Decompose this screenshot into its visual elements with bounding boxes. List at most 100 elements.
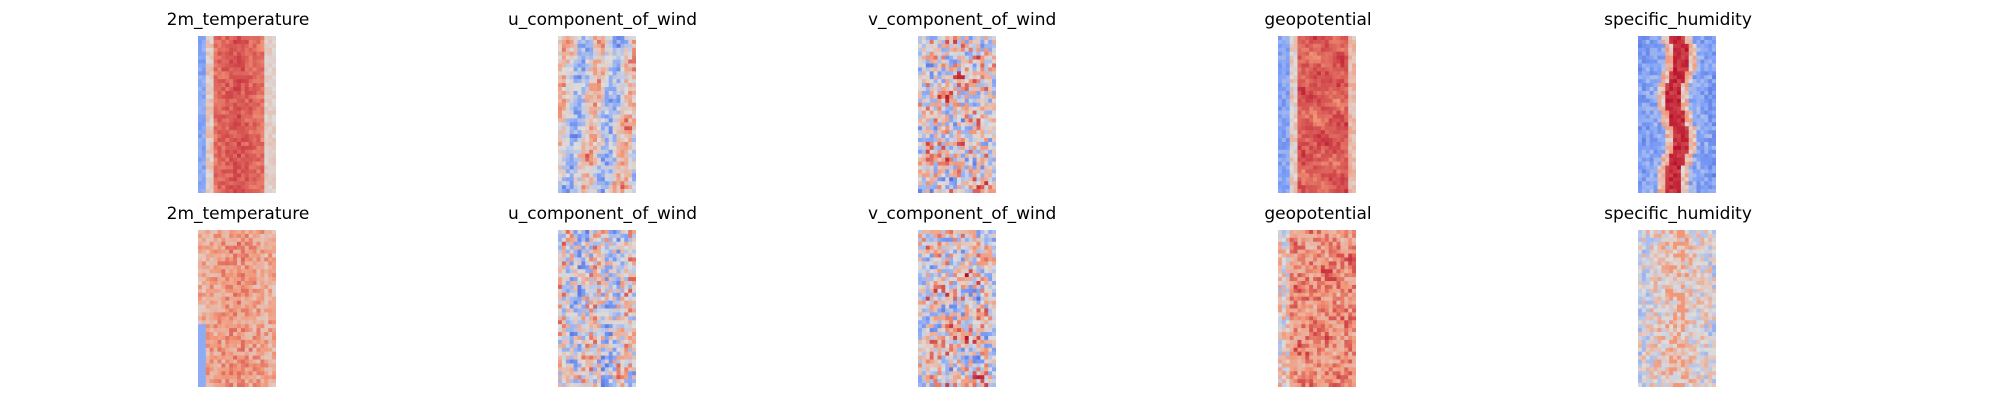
heatmap-cell <box>581 153 586 158</box>
heatmap-cell <box>1297 189 1302 193</box>
heatmap-cell <box>616 126 621 131</box>
heatmap-cell <box>1645 79 1650 84</box>
heatmap-cell <box>1645 102 1650 107</box>
heatmap-cell <box>632 181 636 186</box>
heatmap-cell <box>1677 118 1682 123</box>
heatmap-cell <box>221 249 226 254</box>
heatmap-cell <box>1328 39 1333 45</box>
heatmap-cell <box>597 230 602 235</box>
heatmap-cell <box>1704 161 1709 166</box>
heatmap-cell <box>205 79 210 84</box>
heatmap-cell <box>1305 130 1310 135</box>
heatmap-cell <box>1661 110 1666 115</box>
heatmap-cell <box>968 145 973 151</box>
heatmap-cell <box>616 106 621 111</box>
heatmap-cell <box>921 173 927 178</box>
heatmap-cell <box>1336 118 1341 123</box>
heatmap-cell <box>225 233 230 239</box>
heatmap-cell <box>1692 94 1697 100</box>
heatmap-cell <box>240 94 246 100</box>
heatmap-cell <box>620 138 625 143</box>
heatmap-cell <box>964 75 969 80</box>
heatmap-cell <box>561 59 567 64</box>
heatmap-cell <box>968 118 973 123</box>
heatmap-cell <box>237 320 242 325</box>
heatmap-cell <box>217 265 222 270</box>
heatmap-cell <box>1645 161 1650 166</box>
heatmap-cell <box>1641 126 1647 131</box>
heatmap-cell <box>264 79 269 84</box>
heatmap-cell <box>272 83 276 88</box>
heatmap-cell <box>272 161 276 166</box>
heatmap-cell <box>1324 94 1329 100</box>
heatmap-cell <box>984 71 989 76</box>
heatmap-cell <box>1665 67 1670 72</box>
heatmap-cell <box>198 320 203 325</box>
heatmap-cell <box>1708 165 1713 170</box>
heatmap-cell <box>264 165 269 170</box>
heatmap-cell <box>272 145 276 151</box>
heatmap-cell <box>1638 67 1643 72</box>
heatmap-cell <box>1661 173 1666 178</box>
heatmap-cell <box>628 110 633 115</box>
heatmap-cell <box>1673 165 1678 170</box>
heatmap-cell <box>264 110 269 115</box>
heatmap-cell <box>268 75 273 80</box>
heatmap-cell <box>960 43 966 49</box>
heatmap-cell <box>1332 141 1337 147</box>
heatmap-cell <box>918 149 923 155</box>
heatmap-cell <box>1692 138 1697 143</box>
heatmap-cell <box>244 87 249 92</box>
heatmap-cell <box>221 63 226 68</box>
heatmap-cell <box>198 106 203 111</box>
heatmap-cell <box>585 98 590 104</box>
heatmap-cell <box>1301 177 1306 182</box>
heatmap-cell <box>198 51 203 56</box>
heatmap-u-wind-bottom <box>558 230 636 387</box>
heatmap-cell <box>616 241 621 246</box>
heatmap-cell <box>976 79 981 84</box>
heatmap-cell <box>1317 110 1322 115</box>
heatmap-cell <box>1665 126 1670 131</box>
heatmap-cell <box>1641 51 1647 56</box>
heatmap-cell <box>213 292 218 298</box>
heatmap-cell <box>569 39 574 45</box>
heatmap-cell <box>992 173 996 178</box>
heatmap-cell <box>585 67 590 72</box>
heatmap-cell <box>573 55 578 60</box>
heatmap-cell <box>1700 59 1705 64</box>
heatmap-cell <box>1649 110 1654 115</box>
heatmap-cell <box>968 165 973 170</box>
heatmap-cell <box>260 106 265 111</box>
heatmap-cell <box>256 94 261 100</box>
heatmap-cell <box>264 328 269 333</box>
heatmap-cell <box>233 106 238 111</box>
heatmap-cell <box>268 237 273 243</box>
heatmap-cell <box>972 94 977 100</box>
heatmap-cell <box>221 324 226 329</box>
heatmap-cell <box>1340 149 1345 155</box>
heatmap-cell <box>953 177 958 182</box>
heatmap-cell <box>201 312 207 317</box>
heatmap-cell <box>608 43 613 49</box>
heatmap-cell <box>268 245 273 250</box>
heatmap-cell <box>628 145 633 151</box>
heatmap-cell <box>929 153 934 158</box>
heatmap-cell <box>1653 36 1658 41</box>
heatmap-cell <box>268 288 273 294</box>
heatmap-cell <box>272 94 276 100</box>
heatmap-cell <box>256 230 261 235</box>
heatmap-cell <box>565 122 570 127</box>
heatmap-cell <box>237 51 242 56</box>
heatmap-cell <box>561 102 567 107</box>
heatmap-cell <box>1320 122 1326 127</box>
heatmap-cell <box>953 126 958 131</box>
heatmap-cell <box>1320 75 1326 80</box>
heatmap-cell <box>1688 39 1693 45</box>
heatmap-cell <box>237 383 242 387</box>
heatmap-cell <box>264 94 269 100</box>
heatmap-cell <box>1700 122 1705 127</box>
heatmap-cell <box>1281 51 1287 56</box>
heatmap-cell <box>1328 90 1333 96</box>
heatmap-cell <box>260 324 265 329</box>
